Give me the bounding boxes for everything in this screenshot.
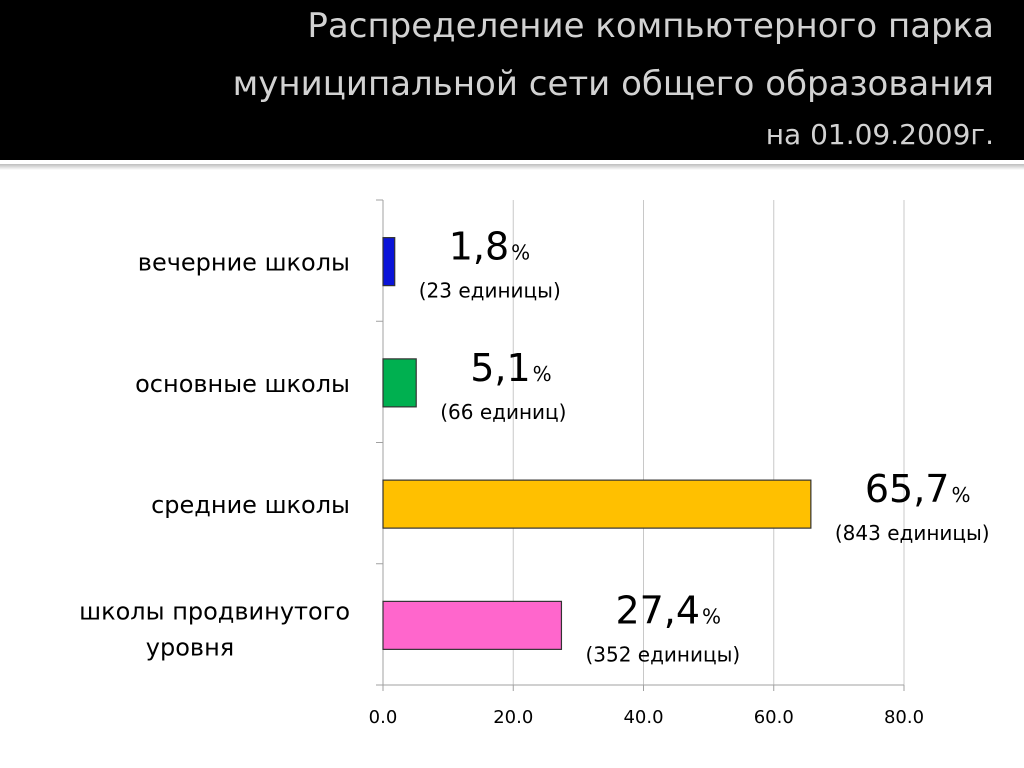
data-label-count: (843 единицы) (835, 521, 990, 545)
data-label-count: (352 единицы) (585, 642, 740, 666)
category-label: школы продвинутого (79, 597, 350, 625)
category-label: основные школы (135, 370, 350, 398)
data-label-percent: % (533, 362, 552, 386)
category-label: вечерние школы (138, 249, 350, 277)
bar-2 (382, 479, 812, 529)
data-label-value: 1,8 (449, 225, 509, 269)
data-label-value: 27,4 (615, 588, 700, 632)
x-tick-label: 60.0 (754, 707, 794, 728)
x-tick-label: 40.0 (623, 707, 663, 728)
data-label-count: (66 единиц) (440, 400, 566, 424)
data-label-count: (23 единицы) (419, 279, 561, 303)
data-label-value: 5,1 (470, 346, 530, 390)
chart-subtitle: на 01.09.2009г. (765, 118, 994, 151)
chart-title-line-2: муниципальной сети общего образования (232, 64, 994, 104)
category-label: средние школы (151, 491, 350, 519)
x-tick-label: 80.0 (884, 707, 924, 728)
bar-1 (382, 358, 417, 408)
data-label-percent: % (702, 604, 721, 628)
data-label-value: 65,7 (865, 467, 950, 511)
data-label-percent: % (951, 483, 970, 507)
header-divider-shadow (0, 164, 1024, 170)
bar-0 (382, 237, 396, 287)
x-tick-label: 0.0 (369, 707, 398, 728)
chart-title-line-1: Распределение компьютерного парка (307, 6, 994, 46)
x-tick-label: 20.0 (493, 707, 533, 728)
data-label-percent: % (511, 241, 530, 265)
title-band: Распределение компьютерного парка муници… (0, 0, 1024, 160)
header-divider (0, 162, 1024, 164)
bar-chart: 0.0 20.0 40.0 60.0 80.0 вечерние школы 1,8 % (23… (79, 199, 990, 728)
category-label: уровня (146, 633, 234, 661)
bar-3 (382, 600, 563, 650)
